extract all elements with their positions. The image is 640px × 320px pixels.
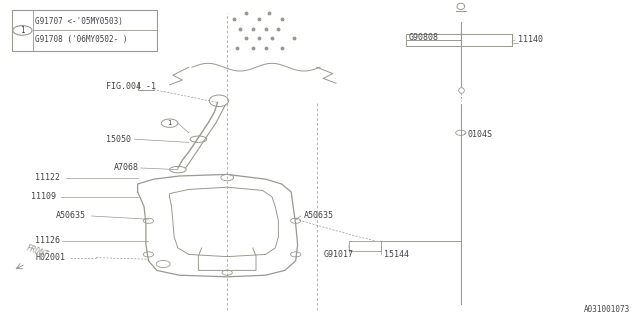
FancyBboxPatch shape xyxy=(406,34,512,46)
Text: A7068: A7068 xyxy=(114,164,139,172)
Text: 15050: 15050 xyxy=(106,135,131,144)
Text: 11122: 11122 xyxy=(35,173,60,182)
Text: G90808: G90808 xyxy=(408,33,438,42)
Text: 11140: 11140 xyxy=(518,36,543,44)
Text: 0104S: 0104S xyxy=(467,130,492,139)
Text: G91707 <-'05MY0503): G91707 <-'05MY0503) xyxy=(35,17,123,26)
Text: 11126: 11126 xyxy=(35,236,60,245)
Text: G91017: G91017 xyxy=(323,250,353,259)
Text: G91708 ('06MY0502- ): G91708 ('06MY0502- ) xyxy=(35,35,128,44)
Text: FIG.004 -1: FIG.004 -1 xyxy=(106,82,156,91)
Text: A50635: A50635 xyxy=(304,212,334,220)
Text: A50635: A50635 xyxy=(56,212,86,220)
Text: 1: 1 xyxy=(20,26,25,35)
Text: H02001: H02001 xyxy=(35,253,65,262)
FancyBboxPatch shape xyxy=(12,10,157,51)
FancyBboxPatch shape xyxy=(349,241,381,251)
Text: 15144: 15144 xyxy=(384,250,409,259)
Text: FRONT: FRONT xyxy=(25,244,49,260)
Text: A031001073: A031001073 xyxy=(584,305,630,314)
Text: 11109: 11109 xyxy=(31,192,56,201)
Text: 1: 1 xyxy=(168,120,172,126)
